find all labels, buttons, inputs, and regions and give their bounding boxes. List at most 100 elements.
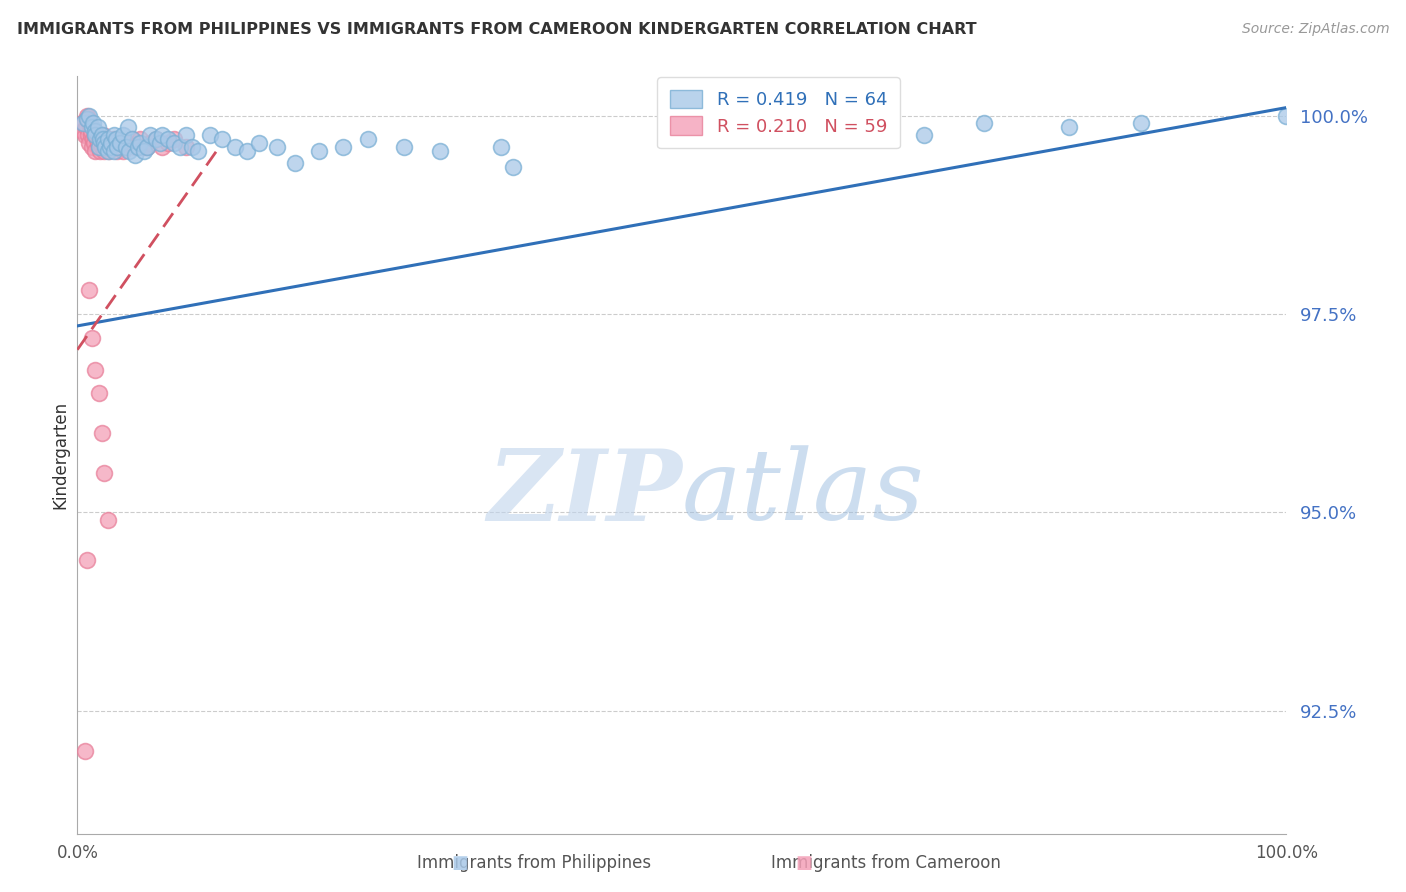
Point (94, 140, 117, 154)
Point (75, 120, 97, 135)
Point (211, 132, 233, 146)
Point (84, 124, 107, 138)
Point (124, 140, 146, 154)
Text: ■: ■ (796, 855, 813, 872)
Point (84, 128, 107, 143)
Point (392, 140, 415, 154)
Point (284, 156, 307, 170)
Point (1057, 120, 1080, 135)
Point (132, 145, 155, 159)
Point (105, 145, 128, 159)
Point (163, 132, 186, 146)
Point (187, 145, 209, 159)
Point (77, 128, 100, 143)
Point (84, 362, 107, 376)
Point (124, 148, 146, 162)
Point (247, 136, 270, 151)
Point (157, 136, 180, 151)
Point (77, 112, 100, 127)
Text: Immigrants from Philippines: Immigrants from Philippines (418, 855, 651, 872)
Point (80, 331, 103, 345)
Point (108, 136, 131, 151)
Point (132, 140, 155, 154)
Point (72, 116, 94, 130)
Point (148, 136, 170, 151)
Point (105, 140, 128, 154)
Point (76, 553, 98, 567)
Point (86, 132, 108, 146)
Point (84, 128, 107, 143)
Point (73, 128, 96, 143)
Point (127, 140, 149, 154)
Point (98, 140, 121, 154)
Point (79, 128, 101, 143)
Point (89, 145, 111, 159)
Point (163, 136, 186, 151)
Point (139, 136, 162, 151)
Point (103, 145, 125, 159)
Point (93, 136, 115, 151)
Text: ■: ■ (451, 855, 468, 872)
Point (912, 128, 935, 143)
Point (139, 128, 162, 143)
Point (80, 120, 103, 135)
Point (181, 140, 204, 154)
Point (79, 124, 101, 138)
Legend: R = 0.419   N = 64, R = 0.210   N = 59: R = 0.419 N = 64, R = 0.210 N = 59 (657, 78, 900, 148)
Point (87, 140, 110, 154)
Point (105, 132, 128, 146)
Point (91, 128, 114, 143)
Point (103, 132, 125, 146)
Point (174, 128, 197, 143)
Point (502, 160, 524, 174)
Point (87, 120, 110, 135)
Text: ZIP: ZIP (486, 444, 682, 541)
Point (82, 116, 104, 130)
Point (79, 283, 101, 297)
Point (79, 136, 101, 151)
Point (1130, 116, 1153, 130)
Point (76, 109, 98, 123)
Point (90, 128, 112, 143)
Point (72, 124, 94, 138)
Point (169, 140, 191, 154)
Point (356, 132, 378, 146)
Text: Source: ZipAtlas.com: Source: ZipAtlas.com (1241, 22, 1389, 37)
Point (266, 140, 288, 154)
Point (136, 140, 159, 154)
Point (100, 136, 122, 151)
Point (96, 132, 118, 146)
Point (224, 140, 246, 154)
Point (129, 136, 152, 151)
Point (96, 513, 118, 527)
Point (98, 136, 121, 151)
Point (90, 140, 112, 154)
Point (118, 145, 141, 159)
Point (150, 140, 173, 154)
Point (157, 132, 180, 146)
Point (87, 140, 110, 154)
Point (112, 145, 135, 159)
Point (1275, 109, 1298, 123)
Point (174, 140, 197, 154)
Point (852, 120, 875, 135)
Point (90, 132, 112, 146)
Point (89, 132, 111, 146)
Point (129, 132, 152, 146)
Point (91, 132, 114, 146)
Point (93, 145, 115, 159)
Point (93, 466, 115, 480)
Point (83, 136, 105, 151)
Point (112, 128, 135, 143)
Point (76, 112, 98, 127)
Point (108, 140, 131, 154)
Point (815, 124, 838, 138)
Point (96, 136, 118, 151)
Point (105, 136, 128, 151)
Point (103, 128, 125, 143)
Point (96, 145, 118, 159)
Point (308, 145, 330, 159)
Point (82, 132, 104, 146)
Point (80, 140, 103, 154)
Text: atlas: atlas (682, 445, 925, 541)
